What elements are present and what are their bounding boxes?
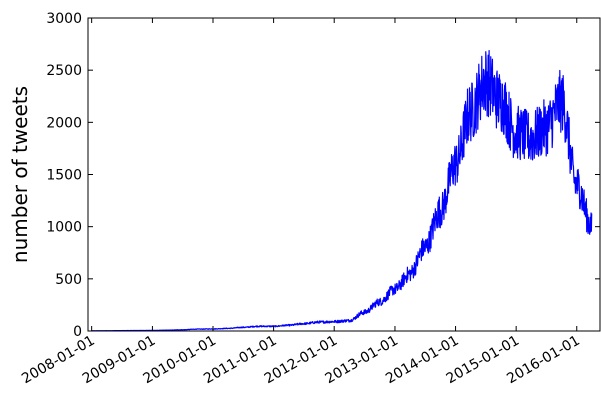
y-axis-label: number of tweets: [8, 86, 32, 263]
y-axis: 0 500 1000 1500 2000 2500 3000: [46, 11, 600, 340]
y-tick-label: 500: [55, 272, 82, 288]
series-line-0: [91, 49, 593, 331]
y-tick-label: 3000: [46, 11, 82, 27]
y-tick-label: 1000: [46, 220, 82, 236]
y-tick-label: 0: [73, 324, 82, 340]
y-tick-label: 2500: [46, 63, 82, 79]
series-layer: [91, 49, 593, 331]
y-tick-label: 2000: [46, 115, 82, 131]
y-tick-label: 1500: [46, 168, 82, 184]
